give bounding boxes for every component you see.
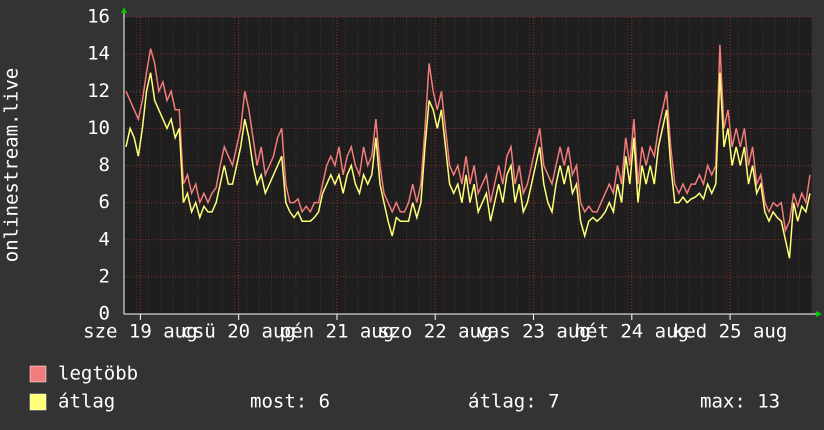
y-tick-label: 6 — [99, 191, 110, 213]
series-line — [125, 72, 811, 259]
x-tick-label: sze 19 aug — [83, 321, 197, 343]
x-tick-label: ked 25 aug — [673, 321, 787, 343]
legend-swatch — [29, 365, 47, 383]
stat-avg: átlag: 7 — [468, 391, 560, 413]
axis-arrow — [816, 311, 822, 317]
x-tick-label: hét 24 aug — [575, 321, 689, 343]
legend-label: átlag — [58, 391, 115, 413]
y-tick-label: 16 — [87, 6, 110, 28]
y-tick-label: 4 — [99, 228, 110, 250]
series-line — [125, 44, 811, 234]
y-tick-label: 14 — [87, 43, 110, 65]
x-tick-label: vas 23 aug — [476, 321, 590, 343]
x-tick-label: csü 20 aug — [181, 321, 295, 343]
y-tick-label: 0 — [99, 303, 110, 325]
stat-now: most: 6 — [250, 391, 330, 413]
x-tick-label: szo 22 aug — [378, 321, 492, 343]
axis-arrow — [121, 7, 127, 13]
y-axis-label: onlinestream.live — [1, 68, 23, 262]
y-tick-label: 8 — [99, 154, 110, 176]
y-tick-label: 2 — [99, 265, 110, 287]
y-tick-label: 10 — [87, 117, 110, 139]
legend-label: legtöbb — [58, 363, 138, 385]
stat-max: max: 13 — [700, 391, 780, 413]
legend-swatch — [29, 393, 47, 411]
x-tick-label: pén 21 aug — [280, 321, 394, 343]
y-tick-label: 12 — [87, 80, 110, 102]
